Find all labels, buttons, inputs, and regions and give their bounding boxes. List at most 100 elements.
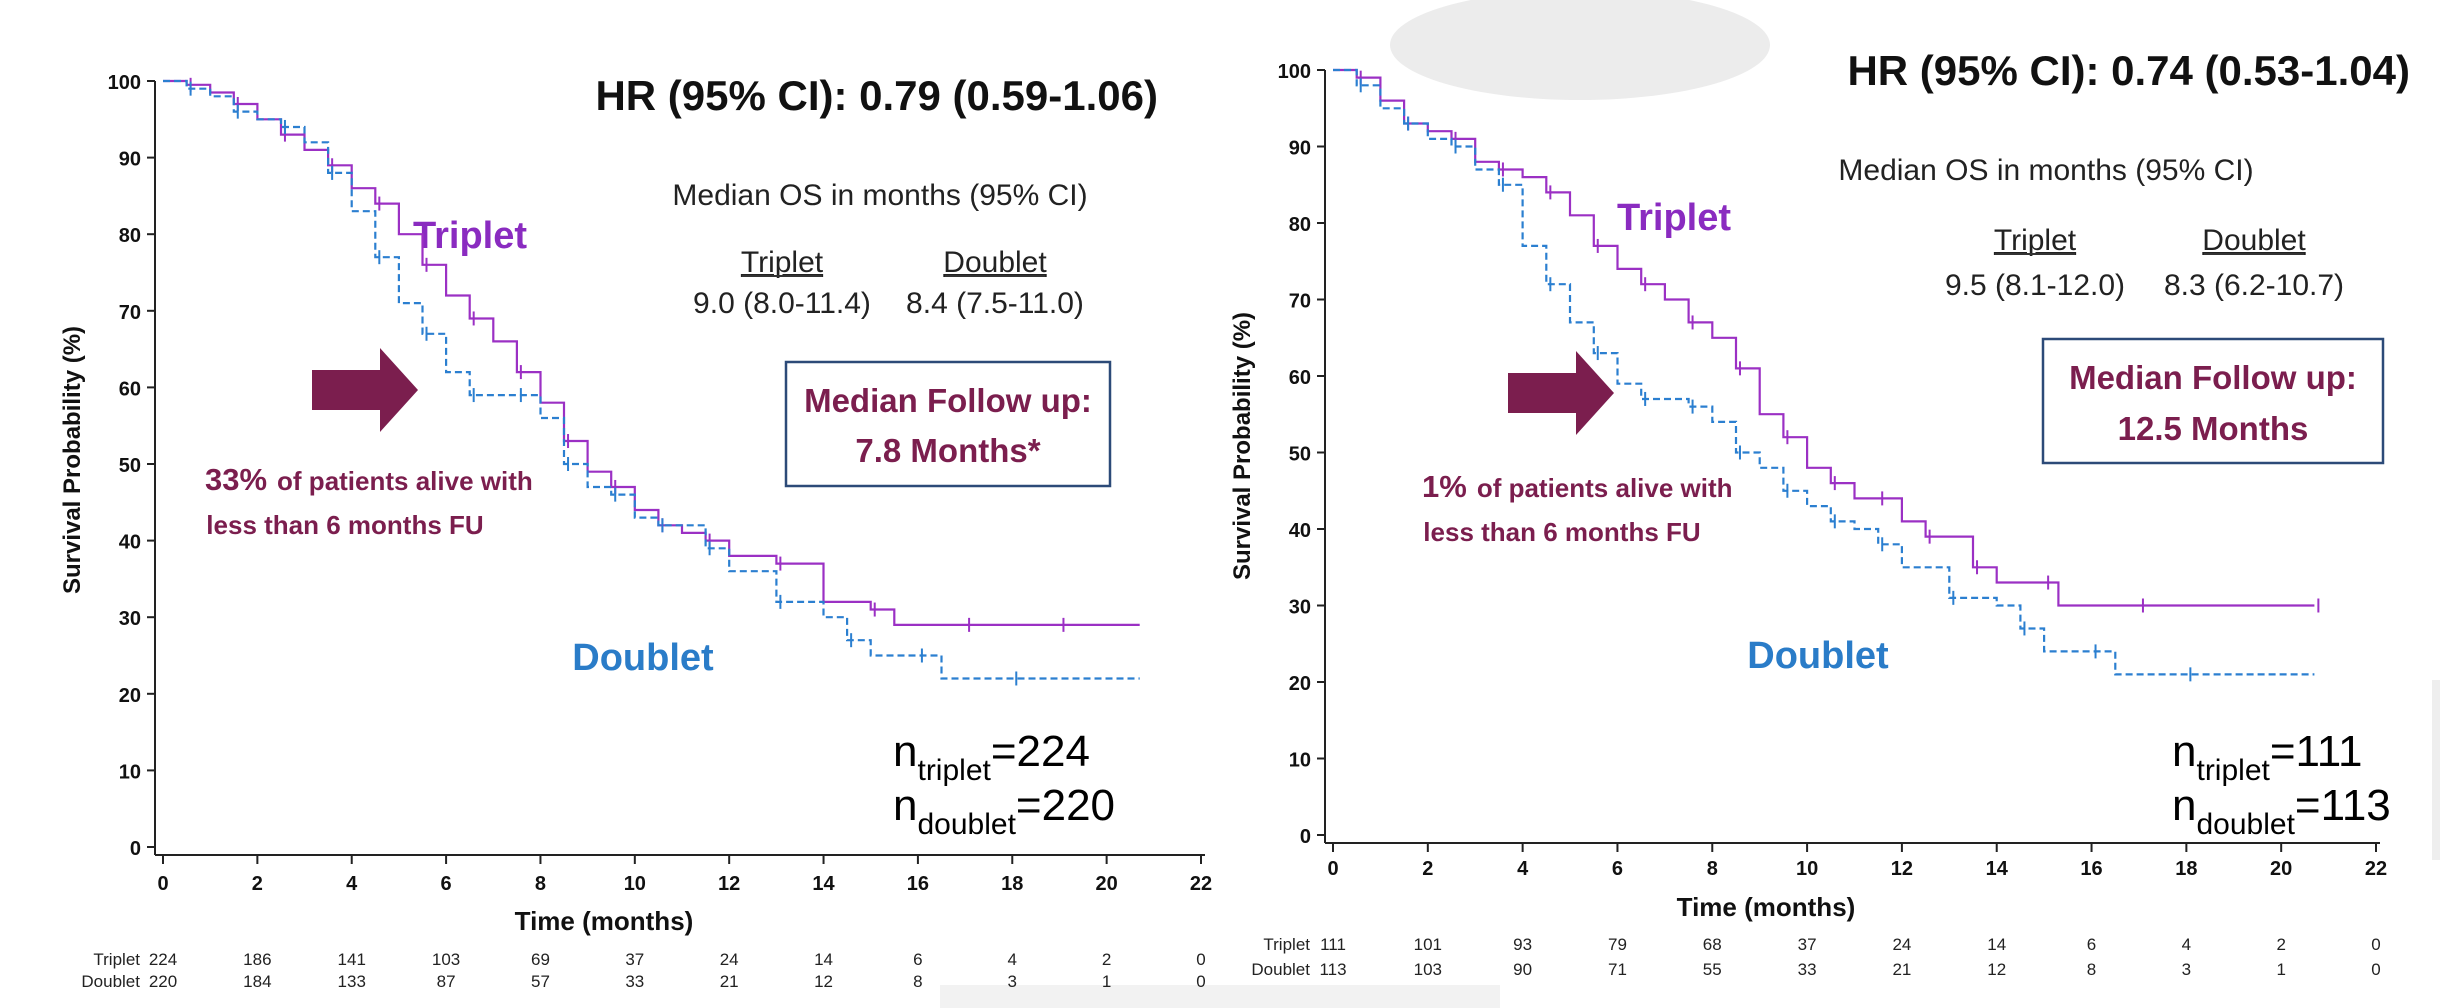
y-tick-label: 80 (1289, 214, 1311, 236)
median-doublet-label: Doublet (2202, 224, 2306, 257)
n-doublet-subscript: doublet (917, 808, 1016, 841)
risk-value-triplet: 0 (1196, 950, 1205, 969)
median-triplet-label: Triplet (1994, 224, 2077, 257)
median-doublet-value: 8.4 (7.5-11.0) (906, 287, 1084, 320)
x-tick-label: 4 (1517, 858, 1529, 880)
note-text: of patients alive with (1477, 473, 1733, 503)
median-followup-box (784, 360, 1112, 488)
y-tick-label: 50 (119, 455, 141, 477)
risk-value-triplet: 2 (2276, 935, 2285, 954)
risk-value-triplet: 4 (1008, 950, 1017, 969)
x-tick-label: 22 (2365, 858, 2387, 880)
followup-line-2: 12.5 Months (2118, 410, 2309, 447)
x-tick-label: 16 (907, 873, 929, 895)
background-decoration (2432, 680, 2440, 860)
median-doublet-label: Doublet (943, 246, 1047, 279)
y-tick-label: 90 (119, 149, 141, 171)
risk-value-doublet: 133 (338, 972, 366, 991)
risk-table: 1111131011039390797168553733242114126843… (1319, 935, 2380, 979)
km-panel-right: HR (95% CI): 0.74 (0.53-1.04) Median OS … (1229, 47, 2410, 979)
risk-value-triplet: 69 (531, 950, 550, 969)
y-tick-label: 30 (1289, 597, 1311, 619)
risk-value-doublet: 12 (814, 972, 833, 991)
risk-row-label-doublet: Doublet (1251, 960, 1310, 979)
y-tick-label: 70 (119, 302, 141, 324)
x-tick-label: 14 (1986, 858, 2009, 880)
risk-value-doublet: 12 (1987, 960, 2006, 979)
triplet-curve-label: Triplet (1617, 197, 1731, 239)
median-triplet-value: 9.0 (8.0-11.4) (693, 287, 871, 320)
y-tick-label: 80 (119, 225, 141, 247)
risk-value-doublet: 184 (243, 972, 271, 991)
risk-value-doublet: 113 (1319, 960, 1346, 979)
y-tick-label: 50 (1289, 444, 1311, 466)
risk-value-doublet: 57 (531, 972, 550, 991)
x-tick-label: 14 (812, 873, 835, 895)
note-line-1: 1% of patients alive with (1422, 469, 1733, 504)
note-text: of patients alive with (277, 466, 533, 496)
y-tick-label: 100 (1278, 61, 1311, 83)
x-tick-label: 22 (1190, 873, 1212, 895)
risk-value-triplet: 141 (338, 950, 366, 969)
survival-curves (1333, 68, 2320, 682)
risk-value-doublet: 33 (1798, 960, 1817, 979)
note-percent: 1% (1422, 469, 1467, 504)
x-tick-label: 2 (252, 873, 263, 895)
risk-value-doublet: 0 (1196, 972, 1205, 991)
risk-value-triplet: 103 (432, 950, 460, 969)
risk-row-label-triplet: Triplet (93, 950, 140, 969)
y-tick-label: 60 (119, 378, 141, 400)
n-triplet-subscript: triplet (917, 754, 991, 787)
median-os-header: Median OS in months (95% CI) (672, 179, 1087, 212)
risk-value-triplet: 14 (1987, 935, 2006, 954)
x-tick-label: 0 (157, 873, 168, 895)
risk-value-doublet: 1 (1102, 972, 1111, 991)
followup-line-1: Median Follow up: (2069, 359, 2357, 396)
survival-curves (163, 77, 1140, 686)
hazard-ratio-title: HR (95% CI): 0.79 (0.59-1.06) (595, 72, 1158, 119)
risk-value-triplet: 111 (1320, 935, 1346, 954)
y-tick-label: 10 (119, 761, 141, 783)
risk-value-doublet: 8 (2087, 960, 2096, 979)
n-triplet-subscript: triplet (2196, 754, 2270, 787)
x-tick-label: 16 (2080, 858, 2102, 880)
risk-value-doublet: 3 (2182, 960, 2191, 979)
y-tick-label: 10 (1289, 750, 1311, 772)
median-followup-box (2041, 337, 2385, 465)
n-doublet: ndoublet=220 (893, 781, 1115, 841)
risk-value-doublet: 55 (1703, 960, 1722, 979)
risk-value-doublet: 87 (437, 972, 456, 991)
risk-value-doublet: 71 (1608, 960, 1627, 979)
background-decoration (1390, 0, 1770, 100)
doublet-curve-label: Doublet (1747, 635, 1889, 677)
n-triplet: ntriplet=111 (2172, 727, 2362, 787)
risk-value-doublet: 90 (1513, 960, 1532, 979)
y-tick-label: 20 (1289, 673, 1311, 695)
risk-row-label-doublet: Doublet (81, 972, 140, 991)
risk-value-triplet: 224 (149, 950, 177, 969)
survival-line-triplet (163, 79, 1140, 626)
x-tick-label: 20 (1096, 873, 1118, 895)
risk-value-triplet: 93 (1513, 935, 1532, 954)
risk-value-doublet: 8 (913, 972, 922, 991)
n-triplet: ntriplet=224 (893, 727, 1090, 787)
x-tick-label: 2 (1422, 858, 1433, 880)
y-tick-label: 0 (130, 838, 141, 860)
x-tick-label: 0 (1327, 858, 1338, 880)
survival-line-doublet (1333, 68, 2315, 676)
x-tick-label: 6 (441, 873, 452, 895)
n-doublet-value: =113 (2295, 781, 2391, 830)
x-tick-label: 10 (624, 873, 646, 895)
risk-value-triplet: 0 (2371, 935, 2380, 954)
x-tick-label: 10 (1796, 858, 1818, 880)
n-triplet-value: =111 (2270, 727, 2363, 776)
y-tick-label: 20 (119, 685, 141, 707)
risk-value-doublet: 0 (2371, 960, 2380, 979)
y-axis-label: Survival Probability (%) (1229, 312, 1256, 580)
risk-value-triplet: 186 (243, 950, 271, 969)
note-line-1: 33% of patients alive with (205, 462, 533, 497)
x-tick-label: 12 (718, 873, 740, 895)
y-tick-label: 30 (119, 608, 141, 630)
risk-value-triplet: 6 (913, 950, 922, 969)
